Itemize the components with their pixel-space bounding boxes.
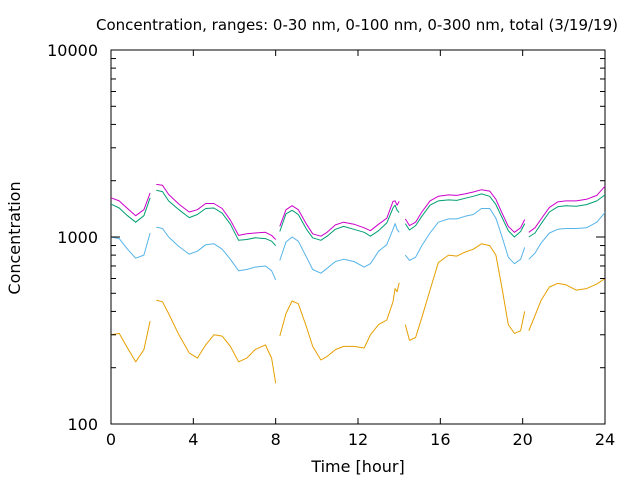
y-axis-label: Concentration	[5, 181, 24, 294]
series-4-line	[156, 183, 277, 240]
x-axis-label: Time [hour]	[310, 457, 404, 476]
series-2-line	[528, 212, 606, 260]
x-tick-label: 8	[271, 430, 281, 449]
series-layer	[110, 183, 606, 384]
series-4-line	[110, 192, 151, 217]
x-tick-label: 16	[430, 430, 450, 449]
x-tick-label: 0	[106, 430, 116, 449]
x-tick-label: 12	[348, 430, 368, 449]
series-1-line	[404, 243, 526, 341]
y-tick-label: 10000	[47, 41, 98, 60]
x-axis: 0 4 8 12 16 20 24	[106, 50, 615, 449]
series-2-line	[156, 226, 277, 281]
series-3-line	[110, 197, 151, 223]
series-1-line	[110, 320, 151, 363]
series-4-line	[404, 189, 526, 233]
y-tick-label: 1000	[57, 228, 98, 247]
series-4-line	[528, 185, 606, 233]
series-3-line	[404, 193, 526, 238]
series-3-line	[528, 194, 606, 238]
x-tick-label: 24	[595, 430, 615, 449]
series-1-line	[528, 278, 606, 331]
x-tick-label: 20	[512, 430, 532, 449]
series-2-line	[110, 232, 151, 259]
plot-border	[110, 49, 606, 425]
series-4-line	[279, 200, 400, 237]
series-1-line	[279, 282, 400, 361]
x-tick-label: 4	[188, 430, 198, 449]
series-2-line	[404, 208, 526, 265]
series-2-line	[279, 223, 400, 274]
series-1-line	[156, 299, 277, 384]
y-tick-label: 100	[67, 415, 98, 434]
chart-title: Concentration, ranges: 0-30 nm, 0-100 nm…	[96, 16, 618, 34]
plot-area	[110, 49, 606, 425]
series-3-line	[156, 189, 277, 246]
series-3-line	[279, 204, 400, 241]
y-axis: 100 1000 10000	[47, 41, 605, 434]
